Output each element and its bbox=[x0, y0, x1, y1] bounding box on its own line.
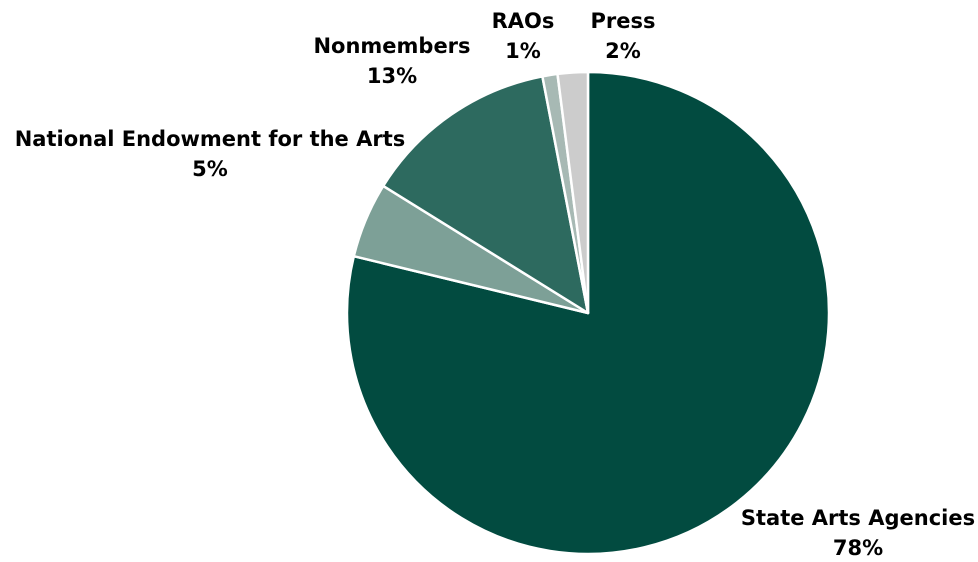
pie-slices bbox=[345, 70, 831, 556]
label-percent: 1% bbox=[505, 39, 541, 63]
pie-slice-nonmembers bbox=[381, 75, 590, 315]
label-percent: 2% bbox=[605, 39, 641, 63]
label-name: Nonmembers bbox=[313, 34, 470, 58]
label-state-arts-agencies: State Arts Agencies 78% bbox=[741, 506, 975, 560]
label-nonmembers: Nonmembers 13% bbox=[313, 34, 470, 88]
pie-slice-press bbox=[556, 70, 590, 315]
label-national-endowment: National Endowment for the Arts 5% bbox=[15, 127, 406, 181]
label-press: Press 2% bbox=[591, 9, 656, 63]
label-percent: 5% bbox=[192, 157, 228, 181]
label-name: RAOs bbox=[492, 9, 555, 33]
label-name: National Endowment for the Arts bbox=[15, 127, 406, 151]
label-raos: RAOs 1% bbox=[492, 9, 555, 63]
label-name: State Arts Agencies bbox=[741, 506, 975, 530]
label-percent: 78% bbox=[833, 536, 883, 558]
label-percent: 13% bbox=[367, 64, 417, 88]
label-name: Press bbox=[591, 9, 656, 33]
